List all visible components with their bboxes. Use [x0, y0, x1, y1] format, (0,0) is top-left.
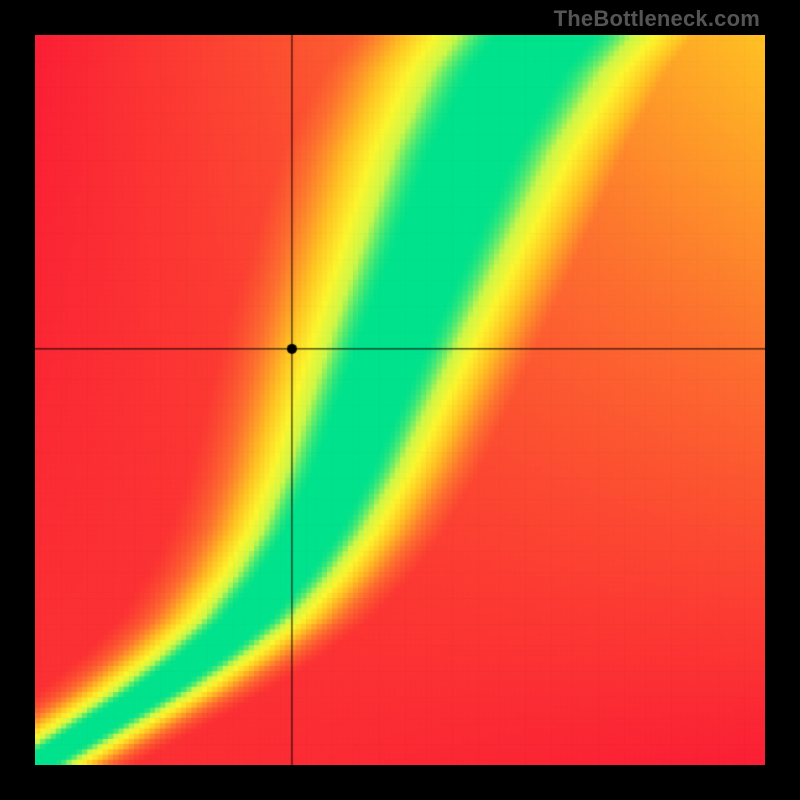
- watermark-text: TheBottleneck.com: [554, 6, 760, 32]
- heatmap-chart: [35, 35, 765, 765]
